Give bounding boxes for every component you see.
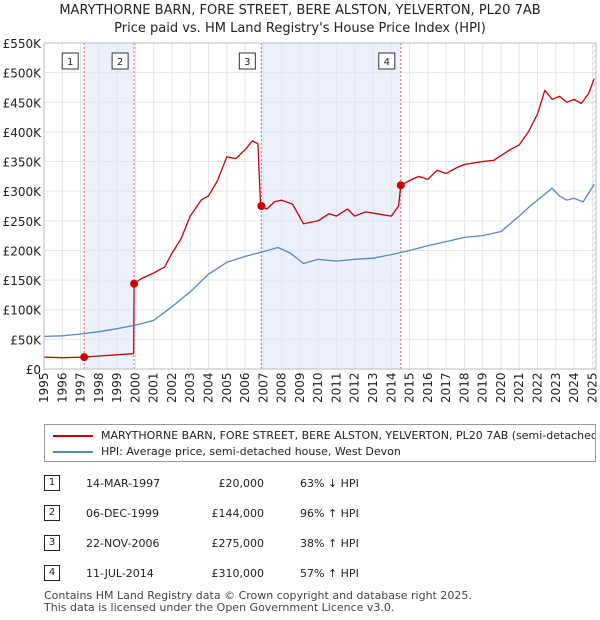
x-tick-label: 2000	[128, 372, 142, 403]
x-tick-label: 2001	[147, 372, 161, 403]
footer-licence: This data is licensed under the Open Gov…	[44, 601, 395, 614]
transaction-point	[257, 202, 266, 210]
transaction-point	[130, 279, 139, 288]
series-line-hpi	[43, 183, 595, 338]
table-row-number: 1	[44, 475, 60, 491]
x-tick-label: 2019	[476, 372, 490, 403]
legend-item-hpi: HPI: Average price, semi-detached house,…	[53, 444, 401, 460]
y-tick-label: £400K	[3, 126, 43, 140]
shaded-span	[84, 43, 135, 369]
x-tick-label: 2007	[256, 372, 270, 403]
transaction-label: 4	[384, 57, 390, 68]
table-row-number: 3	[44, 535, 60, 551]
x-tick-label: 2004	[202, 372, 216, 403]
footer: Contains HM Land Registry data © Crown c…	[44, 590, 472, 614]
y-tick-label: £450K	[3, 96, 43, 110]
x-tick-label: 2003	[183, 372, 197, 403]
table-row-price: £310,000	[211, 567, 265, 580]
transaction-label: 1	[67, 57, 73, 68]
y-tick-label: £250K	[3, 215, 43, 229]
y-tick-label: £200K	[3, 244, 43, 258]
table-row-date: 22-NOV-2006	[86, 537, 160, 550]
x-tick-label: 2025	[585, 372, 599, 403]
x-tick-label: 2008	[275, 372, 289, 403]
transaction-label-box	[238, 52, 256, 70]
chart-subtitle-text: Price paid vs. HM Land Registry's House …	[114, 21, 486, 36]
x-tick-label: 2018	[457, 372, 471, 403]
x-tick-label: 2024	[567, 372, 581, 403]
shaded-span	[261, 43, 401, 369]
x-tick-label: 2013	[366, 372, 380, 403]
table-row: 3 22-NOV-2006 £275,000 38% ↑ HPI	[44, 534, 584, 554]
table-row-price: £20,000	[218, 477, 265, 490]
x-tick-label: 2012	[348, 372, 362, 403]
x-tick-label: 2017	[439, 372, 453, 403]
transaction-label: 2	[117, 57, 123, 68]
y-tick-label: £0	[26, 363, 41, 377]
x-tick-label: 2006	[238, 372, 252, 403]
x-tick-label: 2023	[549, 372, 563, 403]
x-tick-label: 1999	[110, 372, 124, 403]
table-row-hpi: 63% ↓ HPI	[300, 477, 359, 490]
x-tick-label: 2011	[329, 372, 343, 403]
table-row: 1 14-MAR-1997 £20,000 63% ↓ HPI	[44, 474, 584, 494]
y-tick-label: £350K	[3, 156, 43, 170]
transaction-point	[80, 353, 89, 362]
x-tick-label: 1998	[92, 372, 106, 403]
table-row-hpi: 96% ↑ HPI	[300, 507, 359, 520]
x-tick-label: 2010	[311, 372, 325, 403]
y-tick-label: £50K	[10, 333, 42, 347]
plot-border	[43, 42, 597, 370]
table-row-price: £144,000	[211, 507, 265, 520]
transaction-label-box	[111, 52, 129, 70]
chart-title-text: MARYTHORNE BARN, FORE STREET, BERE ALSTO…	[59, 3, 541, 18]
x-tick-label: 2020	[494, 372, 508, 403]
table-row-hpi: 38% ↑ HPI	[300, 537, 359, 550]
table-row-date: 06-DEC-1999	[86, 507, 160, 520]
x-tick-label: 2022	[531, 372, 545, 403]
table-row: 2 06-DEC-1999 £144,000 96% ↑ HPI	[44, 504, 584, 524]
x-tick-label: 1997	[74, 372, 88, 403]
footer-copyright: Contains HM Land Registry data © Crown c…	[44, 589, 472, 602]
legend: MARYTHORNE BARN, FORE STREET, BERE ALSTO…	[44, 424, 596, 462]
y-tick-label: £500K	[3, 67, 43, 81]
legend-label-hpi: HPI: Average price, semi-detached house,…	[101, 445, 401, 458]
x-tick-label: 2021	[512, 372, 526, 403]
x-tick-label: 2009	[293, 372, 307, 403]
table-row-date: 11-JUL-2014	[86, 567, 154, 580]
future-hatch	[592, 43, 596, 369]
y-tick-label: £300K	[3, 185, 43, 199]
y-tick-label: £550K	[3, 37, 43, 51]
table-row-price: £275,000	[211, 537, 265, 550]
chart-title: MARYTHORNE BARN, FORE STREET, BERE ALSTO…	[0, 2, 600, 38]
transaction-label-box	[378, 52, 396, 70]
series-line-property	[43, 78, 595, 359]
x-tick-label: 2015	[403, 372, 417, 403]
x-tick-label: 2005	[220, 372, 234, 403]
x-tick-label: 2016	[421, 372, 435, 403]
legend-swatch-hpi	[53, 451, 93, 453]
x-tick-label: 1995	[37, 372, 51, 403]
table-row: 4 11-JUL-2014 £310,000 57% ↑ HPI	[44, 564, 584, 584]
transaction-label: 3	[244, 57, 250, 68]
y-tick-label: £150K	[3, 274, 43, 288]
legend-label-property: MARYTHORNE BARN, FORE STREET, BERE ALSTO…	[101, 429, 596, 442]
transaction-point	[396, 181, 405, 190]
price-chart: 1 2 3 4 £0 £50K £100K £150K £200K £250K £300K £350K…	[3, 37, 600, 403]
x-tick-label: 2014	[384, 372, 398, 403]
table-row-number: 2	[44, 505, 60, 521]
legend-swatch-property	[53, 435, 93, 437]
x-tick-label: 1996	[55, 372, 69, 403]
table-row-date: 14-MAR-1997	[86, 477, 161, 490]
transaction-label-box	[61, 52, 79, 70]
y-tick-label: £100K	[3, 304, 43, 318]
table-row-number: 4	[44, 565, 60, 581]
x-tick-label: 2002	[165, 372, 179, 403]
table-row-hpi: 57% ↑ HPI	[300, 567, 359, 580]
legend-item-property: MARYTHORNE BARN, FORE STREET, BERE ALSTO…	[53, 428, 596, 444]
